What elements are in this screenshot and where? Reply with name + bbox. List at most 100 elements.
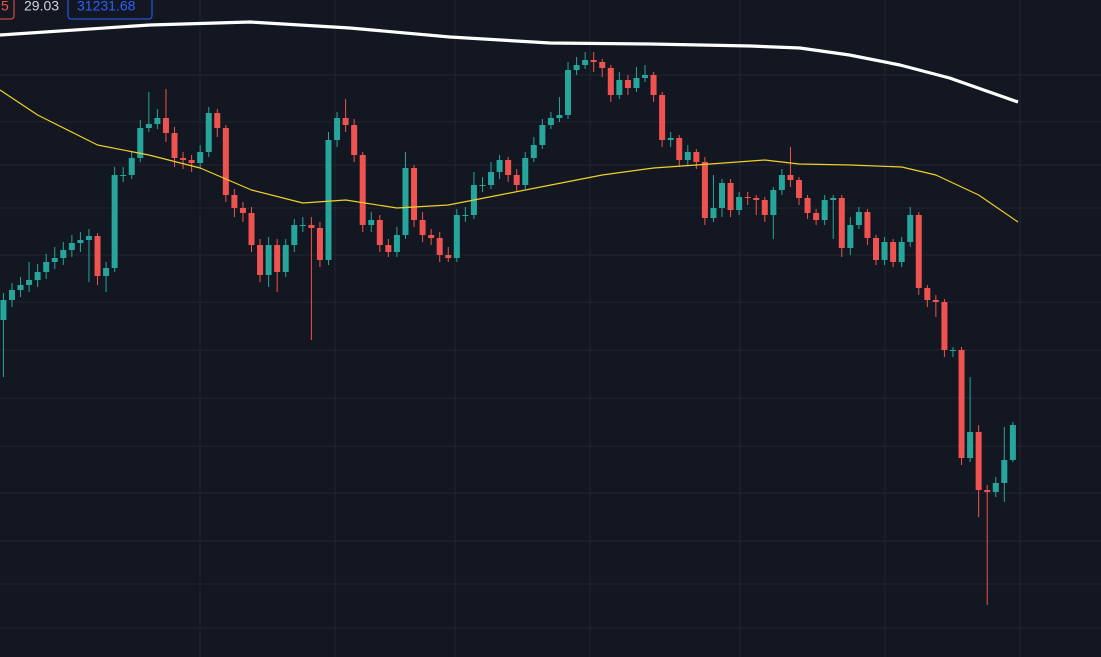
moving-average — [0, 89, 1019, 223]
candle-body — [659, 95, 666, 140]
candle-body — [231, 195, 238, 208]
candle-body — [419, 220, 426, 235]
candle-body — [43, 262, 50, 272]
candle-body — [445, 255, 452, 258]
candle-body — [676, 138, 683, 160]
candle-body — [128, 158, 135, 175]
candle-body — [385, 245, 392, 252]
candle-body — [667, 138, 674, 140]
candle-body — [1009, 425, 1016, 460]
candle-body — [573, 65, 580, 70]
candle-body — [214, 113, 221, 128]
candle-body — [907, 215, 914, 242]
candle-body — [248, 213, 255, 245]
candle-body — [393, 235, 400, 252]
candle-body — [684, 152, 691, 160]
candle-body — [462, 215, 469, 216]
candle-body — [436, 238, 443, 255]
candle-body — [180, 158, 187, 160]
spread: 29.03 — [24, 0, 59, 14]
candle-body — [813, 213, 820, 220]
candle-body — [727, 183, 734, 210]
candle-body — [222, 128, 229, 195]
candle-body — [958, 350, 965, 458]
candle-body — [103, 268, 110, 276]
candle-body — [778, 175, 785, 190]
candle-body — [291, 225, 298, 245]
candle-body — [376, 220, 383, 245]
candle-body — [505, 160, 512, 175]
candle-body — [257, 245, 264, 275]
candle-body — [915, 215, 922, 288]
candle-body — [513, 175, 520, 185]
candle-body — [308, 225, 315, 228]
candle-body — [496, 160, 503, 172]
candle-body — [941, 302, 948, 350]
candle-body — [744, 197, 751, 198]
candle-body — [898, 242, 905, 262]
candle-body — [821, 200, 828, 220]
candle-body — [1001, 460, 1008, 483]
candle-body — [171, 133, 178, 158]
candle-body — [838, 198, 845, 248]
candle-body — [761, 200, 768, 215]
candle-body — [890, 242, 897, 262]
candle-body — [479, 185, 486, 186]
candle-body — [590, 60, 597, 62]
candle-body — [428, 235, 435, 238]
candle-body — [368, 220, 375, 225]
candle-body — [8, 290, 15, 300]
candle-body — [872, 238, 879, 260]
candle-body — [719, 183, 726, 208]
candle-body — [154, 118, 161, 124]
candle-body — [855, 212, 862, 225]
candle-body — [94, 236, 101, 276]
candle-body — [582, 60, 589, 65]
candle-body — [796, 180, 803, 198]
candle-body — [239, 208, 246, 213]
candle-body — [85, 236, 92, 240]
candle-body — [488, 172, 495, 185]
candle-body — [701, 162, 708, 218]
candle-body — [145, 124, 152, 128]
candle-body — [274, 245, 281, 272]
candle-body — [162, 118, 169, 133]
candle-body — [111, 175, 118, 268]
buy-box[interactable] — [67, 0, 153, 20]
candle-body — [530, 145, 537, 158]
candle-body — [137, 128, 144, 158]
buy-price: 31231.68 — [77, 0, 136, 14]
candle-body — [693, 152, 700, 162]
candle-body — [599, 62, 606, 68]
candle-body — [359, 155, 366, 225]
candle-body — [932, 300, 939, 302]
candle-body — [351, 125, 358, 155]
candle-body — [60, 250, 67, 258]
candle-body — [120, 175, 127, 176]
plot — [0, 20, 1019, 605]
sell-box[interactable] — [0, 0, 15, 20]
candle-body — [650, 75, 657, 95]
candle-body — [967, 432, 974, 458]
candle-body — [0, 300, 7, 320]
candle-body — [736, 197, 743, 210]
candle-body — [607, 68, 614, 95]
candle-body — [197, 152, 204, 163]
candle-body — [282, 245, 289, 272]
candle-body — [51, 258, 58, 262]
candle-body — [316, 228, 323, 260]
candle-body — [522, 158, 529, 185]
candle-body — [770, 190, 777, 215]
candle-body — [453, 215, 460, 258]
candle-body — [188, 160, 195, 163]
candle-body — [402, 168, 409, 235]
candle-body — [299, 225, 306, 226]
candle-body — [753, 198, 760, 200]
candle-body — [539, 125, 546, 145]
candle-body — [265, 245, 272, 275]
candle-body — [334, 118, 341, 140]
candle-body — [847, 225, 854, 248]
sell-price: 5 — [1, 0, 9, 14]
